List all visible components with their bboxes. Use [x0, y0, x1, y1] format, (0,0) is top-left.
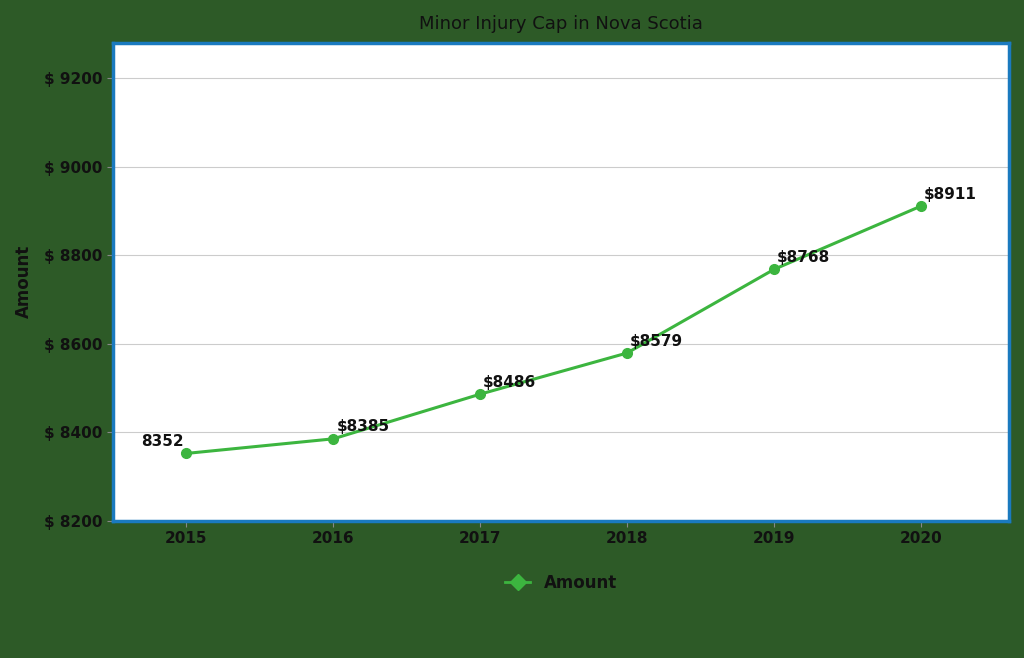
Text: $8385: $8385 [336, 419, 389, 434]
Text: $8486: $8486 [483, 374, 537, 390]
Text: 8352: 8352 [141, 434, 183, 449]
Text: $8911: $8911 [924, 187, 977, 202]
Y-axis label: Amount: Amount [15, 245, 33, 318]
Text: $8579: $8579 [630, 334, 683, 349]
Title: Minor Injury Cap in Nova Scotia: Minor Injury Cap in Nova Scotia [419, 15, 702, 33]
Legend: Amount: Amount [499, 567, 624, 598]
Text: $8768: $8768 [777, 250, 830, 265]
